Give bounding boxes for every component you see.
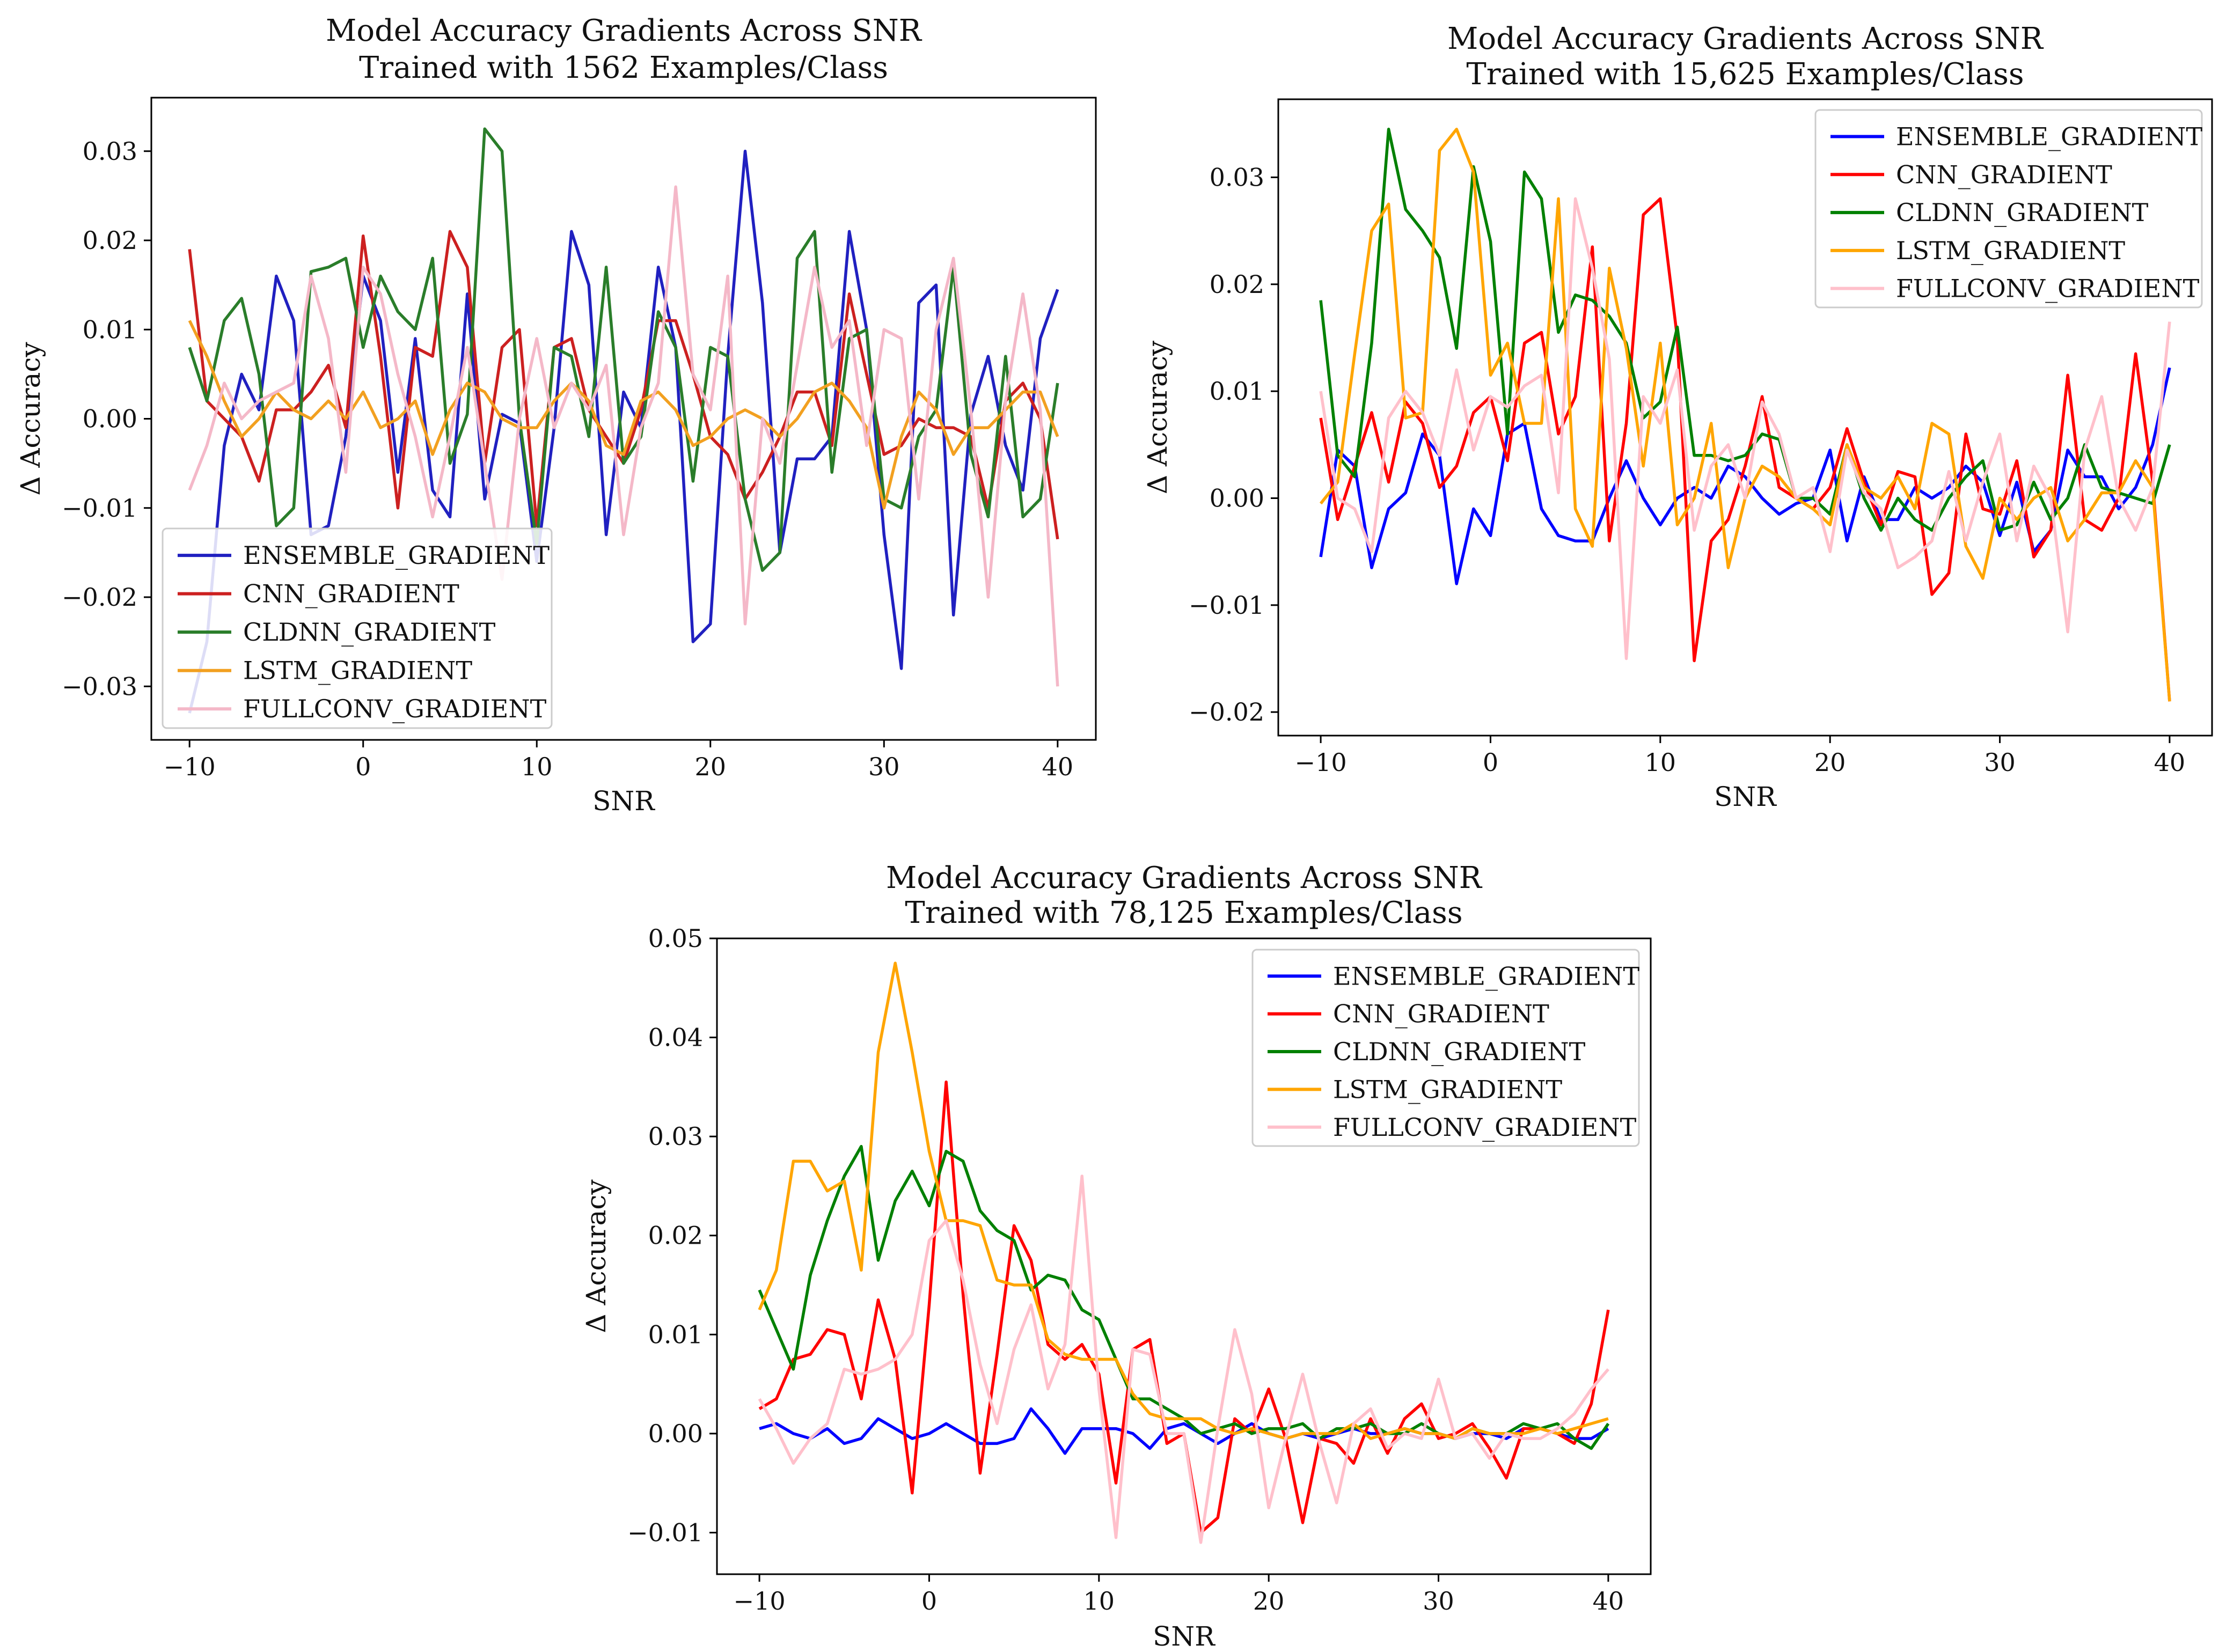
- x-tick-label: 30: [868, 752, 900, 781]
- y-tick-label: 0.00: [83, 405, 137, 434]
- y-tick-label: 0.01: [83, 315, 137, 344]
- y-tick-label: 0.01: [648, 1320, 703, 1349]
- chart-title: Model Accuracy Gradients Across SNR: [886, 861, 1483, 895]
- y-tick-label: 0.03: [1210, 163, 1264, 192]
- x-tick-label: 10: [1645, 748, 1676, 777]
- x-tick-label: −10: [734, 1587, 786, 1616]
- x-axis-label: SNR: [1153, 1621, 1215, 1652]
- series-line-lstm-gradient: [758, 961, 1609, 1440]
- series-line-cnn-gradient: [758, 1080, 1610, 1534]
- x-tick-label: 0: [921, 1587, 937, 1616]
- chart-title: Model Accuracy Gradients Across SNR: [1447, 21, 2044, 56]
- y-axis-label: Δ Accuracy: [581, 1179, 612, 1333]
- y-tick-label: 0.00: [1210, 483, 1264, 512]
- x-tick-label: 20: [1814, 748, 1846, 777]
- legend-entry: FULLCONV_GRADIENT: [243, 694, 547, 723]
- chart-subtitle: Trained with 15,625 Examples/Class: [1466, 57, 2024, 92]
- series-line-ensemble-gradient: [188, 150, 1059, 714]
- legend-entry: CNN_GRADIENT: [1896, 160, 2112, 189]
- series-line-fullconv-gradient: [188, 185, 1059, 687]
- series-line-cnn-gradient: [188, 230, 1059, 540]
- legend-entry: LSTM_GRADIENT: [1333, 1075, 1562, 1104]
- chart-3: Model Accuracy Gradients Across SNRTrain…: [581, 861, 1652, 1652]
- y-tick-label: 0.02: [83, 226, 137, 255]
- legend-entry: FULLCONV_GRADIENT: [1896, 274, 2200, 303]
- x-tick-label: 30: [1423, 1587, 1454, 1616]
- y-tick-label: −0.01: [62, 494, 137, 523]
- legend-box: [1251, 949, 1640, 1147]
- legend-entry: CLDNN_GRADIENT: [1896, 198, 2149, 227]
- x-tick-label: 10: [1083, 1587, 1115, 1616]
- legend-entry: CNN_GRADIENT: [1333, 1000, 1549, 1029]
- plot-frame: [1277, 98, 2213, 737]
- series-line-fullconv-gradient: [1319, 197, 2171, 660]
- x-tick-label: −10: [164, 752, 216, 781]
- y-axis-label: Δ Accuracy: [15, 342, 46, 496]
- series-line-fullconv-gradient: [758, 1174, 1609, 1544]
- chart-1: Model Accuracy Gradients Across SNRTrain…: [15, 13, 1097, 817]
- x-tick-label: 40: [2154, 748, 2186, 777]
- x-axis-label: SNR: [1714, 781, 1777, 812]
- chart-subtitle: Trained with 1562 Examples/Class: [359, 50, 888, 85]
- x-tick-label: 20: [694, 752, 726, 781]
- x-tick-label: 40: [1593, 1587, 1624, 1616]
- y-tick-label: −0.01: [1189, 591, 1264, 620]
- y-tick-label: 0.04: [648, 1023, 703, 1052]
- legend: ENSEMBLE_GRADIENT CNN_GRADIENT CLDNN_GRADI…: [162, 527, 553, 729]
- y-tick-label: 0.02: [1210, 270, 1264, 299]
- series-line-cldnn-gradient: [758, 1144, 1610, 1450]
- legend-entry: ENSEMBLE_GRADIENT: [243, 541, 550, 570]
- legend: ENSEMBLE_GRADIENT CNN_GRADIENT CLDNN_GRADI…: [1814, 109, 2203, 309]
- x-tick-label: −10: [1295, 748, 1347, 777]
- y-axis-label: Δ Accuracy: [1142, 340, 1173, 494]
- x-tick-label: 40: [1042, 752, 1074, 781]
- legend-entry: CNN_GRADIENT: [243, 579, 459, 608]
- legend-entry: CLDNN_GRADIENT: [243, 618, 496, 647]
- legend-entry: LSTM_GRADIENT: [243, 656, 472, 685]
- y-tick-label: 0.03: [648, 1122, 703, 1151]
- legend-box: [1814, 109, 2203, 309]
- legend-box: [162, 527, 553, 729]
- legend-entry: LSTM_GRADIENT: [1896, 236, 2125, 265]
- y-tick-label: 0.05: [648, 924, 703, 953]
- x-tick-label: 30: [1984, 748, 2016, 777]
- x-tick-label: 0: [355, 752, 371, 781]
- y-tick-label: −0.03: [62, 672, 137, 701]
- series-line-lstm-gradient: [188, 320, 1059, 510]
- y-tick-label: 0.00: [648, 1419, 703, 1448]
- y-tick-label: −0.02: [1189, 697, 1264, 726]
- legend-entry: ENSEMBLE_GRADIENT: [1333, 961, 1639, 990]
- x-tick-label: 20: [1253, 1587, 1285, 1616]
- chart-title: Model Accuracy Gradients Across SNR: [326, 13, 922, 48]
- legend-entry: ENSEMBLE_GRADIENT: [1896, 122, 2202, 151]
- y-tick-label: −0.02: [62, 583, 137, 612]
- series-line-cldnn-gradient: [188, 127, 1059, 572]
- chart-subtitle: Trained with 78,125 Examples/Class: [905, 895, 1462, 930]
- legend-entry: CLDNN_GRADIENT: [1333, 1037, 1586, 1066]
- series-line-cnn-gradient: [1319, 197, 2171, 702]
- x-tick-label: 0: [1483, 748, 1498, 777]
- chart-2: Model Accuracy Gradients Across SNRTrain…: [1142, 21, 2213, 812]
- y-tick-label: 0.02: [648, 1221, 703, 1250]
- x-tick-label: 10: [521, 752, 553, 781]
- y-tick-label: −0.01: [627, 1518, 703, 1547]
- y-tick-label: 0.03: [83, 137, 137, 166]
- y-tick-label: 0.01: [1210, 377, 1264, 406]
- plot-frame: [716, 937, 1652, 1575]
- x-axis-label: SNR: [592, 785, 655, 817]
- legend: ENSEMBLE_GRADIENT CNN_GRADIENT CLDNN_GRADI…: [1251, 949, 1640, 1147]
- legend-entry: FULLCONV_GRADIENT: [1333, 1113, 1637, 1142]
